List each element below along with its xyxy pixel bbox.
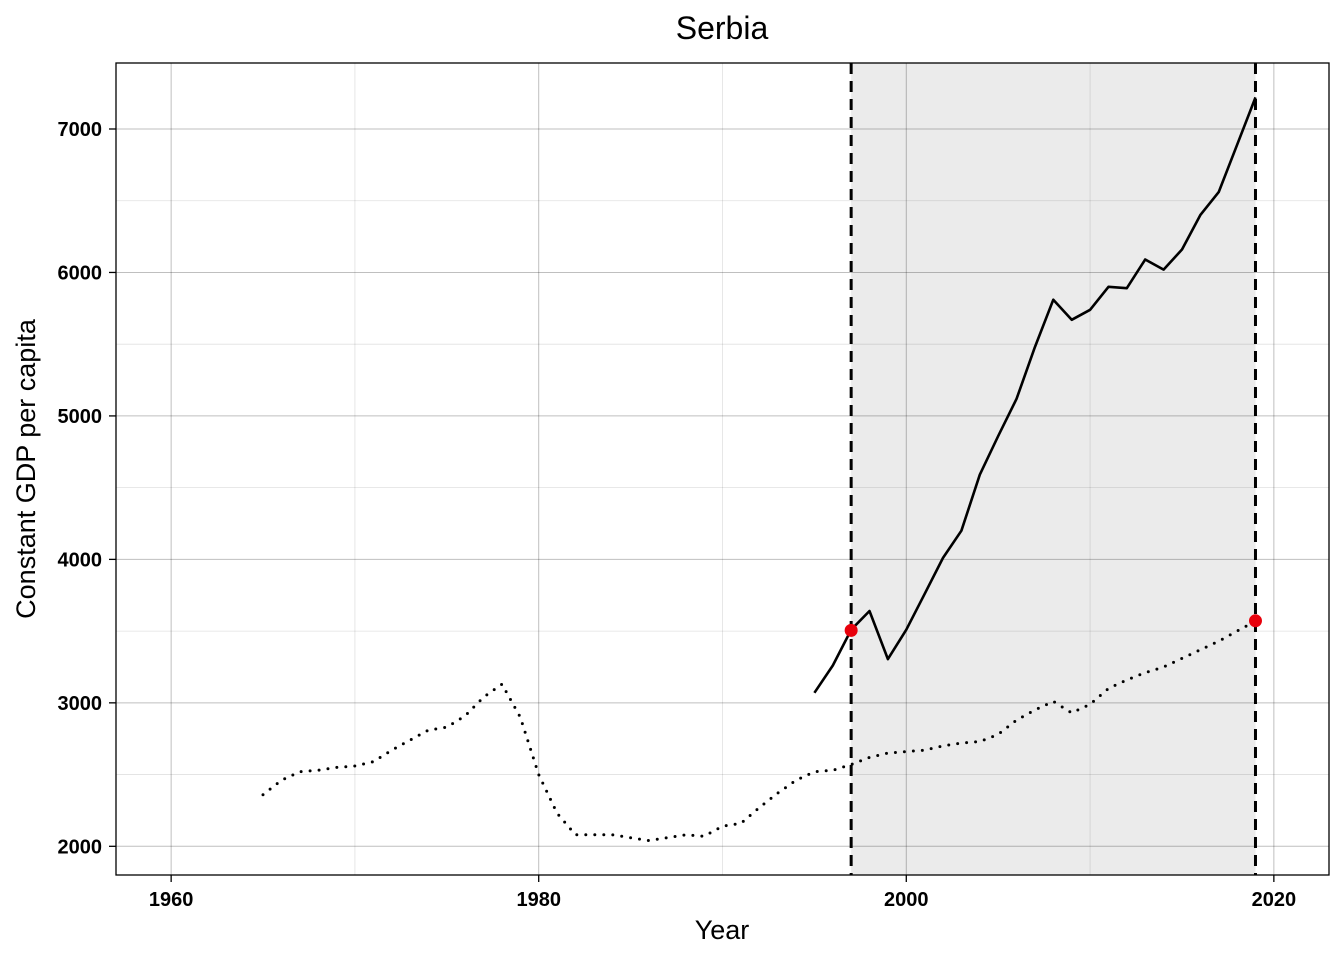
x-tick-label: 1960 [149,889,194,911]
x-tick-label: 1980 [516,889,561,911]
series-line-solid [813,96,1257,694]
highlight-point [1248,614,1262,628]
y-tick-label: 2000 [58,836,103,858]
y-axis-title: Constant GDP per capita [11,318,41,619]
y-tick-label: 7000 [58,119,103,141]
chart-title: Serbia [676,10,769,46]
y-tick-label: 3000 [58,693,103,715]
shaded-region [851,63,1256,875]
y-tick-label: 4000 [58,549,103,571]
plot-area: 1960 1980 2000 2020 2000 3000 4000 5000 6000 7000 [58,62,1330,911]
y-tick-label: 6000 [58,262,103,284]
x-axis-title: Year [695,915,750,945]
y-tick-label: 5000 [58,406,103,428]
plot-frame [115,62,1330,876]
x-tick-label: 2020 [1252,889,1297,911]
x-tick-label: 2000 [884,889,929,911]
highlight-point [844,623,858,637]
